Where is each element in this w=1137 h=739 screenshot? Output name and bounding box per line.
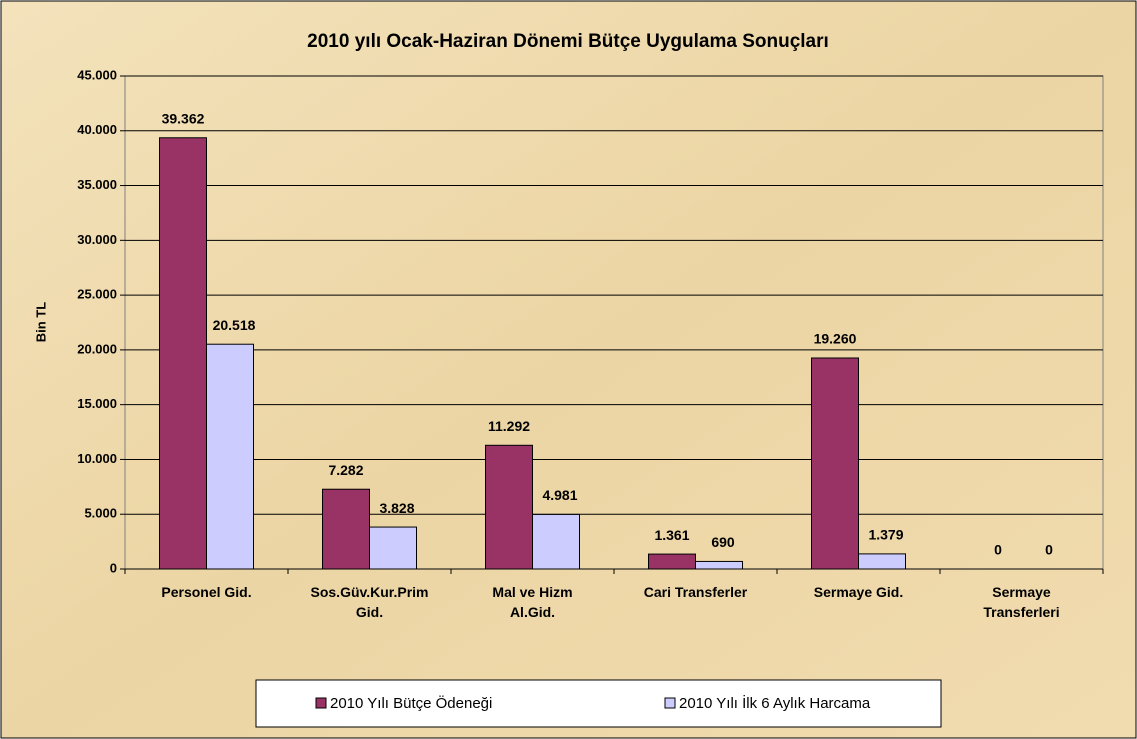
x-tick-label: Sos.Güv.Kur.Prim Gid.: [311, 584, 429, 620]
value-label: 39.362: [162, 110, 205, 126]
bar: [811, 357, 859, 570]
legend-box: [255, 679, 942, 728]
bar: [369, 526, 417, 570]
value-label: 4.981: [542, 487, 577, 503]
y-axis-label: Bin TL: [33, 302, 48, 342]
bar: [648, 553, 696, 570]
value-label: 690: [711, 534, 735, 550]
value-label: 19.260: [814, 331, 857, 347]
chart-title: 2010 yılı Ocak-Haziran Dönemi Bütçe Uygu…: [307, 31, 829, 52]
y-tick-label: 45.000: [77, 67, 117, 82]
y-tick-label: 20.000: [77, 341, 117, 356]
x-tick-label: Personel Gid.: [161, 584, 251, 600]
value-label: 0: [1045, 542, 1053, 558]
x-tick-label: Mal ve Hizm Al.Gid.: [492, 584, 572, 620]
bar: [532, 513, 580, 570]
y-tick-label: 5.000: [84, 506, 117, 521]
bar: [485, 444, 533, 570]
bar: [159, 137, 207, 570]
y-tick-label: 35.000: [77, 177, 117, 192]
y-tick-label: 15.000: [77, 396, 117, 411]
y-tick-label: 10.000: [77, 451, 117, 466]
bar: [858, 553, 906, 570]
y-tick-label: 0: [110, 560, 117, 575]
x-tick-label: Cari Transferler: [644, 584, 748, 600]
bar: [322, 488, 370, 570]
x-tick-label: Sermaye Gid.: [814, 584, 904, 600]
value-label: 1.361: [654, 527, 689, 543]
y-tick-label: 40.000: [77, 122, 117, 137]
legend-label: 2010 Yılı İlk 6 Aylık Harcama: [679, 694, 871, 712]
bar: [206, 343, 254, 570]
value-label: 0: [994, 542, 1002, 558]
value-label: 11.292: [488, 418, 530, 434]
value-label: 7.282: [328, 462, 363, 478]
x-tick-label: Sermaye Transferleri: [983, 584, 1059, 620]
value-label: 1.379: [868, 527, 903, 543]
bar: [695, 560, 743, 570]
legend-swatch: [315, 697, 327, 709]
value-label: 3.828: [379, 500, 414, 516]
y-tick-label: 25.000: [77, 287, 117, 302]
value-label: 20.518: [213, 317, 256, 333]
y-tick-label: 30.000: [77, 232, 117, 247]
legend-label: 2010 Yılı Bütçe Ödeneği: [330, 694, 492, 712]
legend-swatch: [664, 697, 676, 709]
